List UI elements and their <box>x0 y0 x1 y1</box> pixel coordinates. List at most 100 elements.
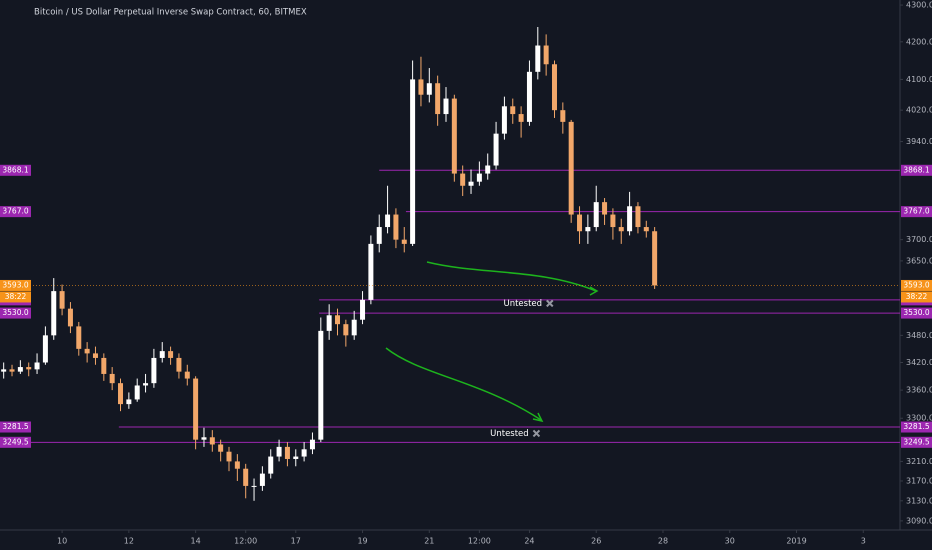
chart-title: Bitcoin / US Dollar Perpetual Inverse Sw… <box>34 8 307 18</box>
x-tick-label: 30 <box>725 537 735 546</box>
candle-body <box>385 214 391 228</box>
x-tick-label: 3 <box>861 537 866 546</box>
x-tick-label: 12:00 <box>234 537 257 546</box>
x-icon <box>546 299 554 308</box>
candle-body <box>568 121 574 215</box>
level-box <box>0 436 31 448</box>
candle-body <box>168 351 174 358</box>
candle-body <box>42 335 48 363</box>
level-box <box>901 164 932 176</box>
y-tick-label: 3360.0 <box>906 386 932 395</box>
y-tick-label: 3210.0 <box>906 457 932 466</box>
annotation: Untested <box>490 429 529 439</box>
candle-body <box>543 45 549 65</box>
candle-body <box>159 351 165 358</box>
candle-body <box>326 315 332 331</box>
candle-body <box>635 206 641 228</box>
level-box <box>0 421 31 433</box>
level-box <box>901 421 932 433</box>
y-tick-label: 3940.0 <box>906 137 932 146</box>
y-tick-label: 4100.0 <box>906 75 932 84</box>
candle-body <box>193 378 199 440</box>
candle-body <box>309 439 315 450</box>
x-tick-label: 2019 <box>786 537 806 546</box>
candle-body <box>84 348 90 354</box>
level-box <box>901 436 932 448</box>
candle-body <box>468 181 474 186</box>
candle-body <box>435 83 441 115</box>
y-tick-label: 3420.0 <box>906 358 932 367</box>
x-tick-label: 26 <box>591 537 601 546</box>
candle-body <box>518 114 524 122</box>
candle-body <box>76 326 82 349</box>
candle-body <box>243 468 249 486</box>
candle-body <box>460 173 466 186</box>
candle-body <box>451 98 457 174</box>
candle-body <box>510 106 516 115</box>
candle-body <box>276 446 282 457</box>
candle-body <box>26 367 32 370</box>
candle-body <box>485 165 491 174</box>
candle-body <box>618 227 624 232</box>
candle-body <box>476 173 482 182</box>
candle-body <box>593 202 599 228</box>
candle-body <box>610 214 616 228</box>
candle-body <box>577 214 583 232</box>
candle-body <box>34 362 40 370</box>
candle-body <box>643 227 649 232</box>
candle-body <box>376 227 382 244</box>
y-tick-label: 4300.0 <box>906 1 932 10</box>
candle-body <box>59 291 65 309</box>
candle-body <box>118 383 124 405</box>
candle-body <box>134 385 140 400</box>
candle-body <box>101 357 107 374</box>
x-tick-label: 12:00 <box>468 537 491 546</box>
x-tick-label: 19 <box>357 537 367 546</box>
countdown-box <box>901 291 932 303</box>
current-price-box <box>901 279 932 291</box>
current-price-label: 3593.0 <box>2 280 28 289</box>
x-tick-label: 17 <box>291 537 301 546</box>
level-label: 3281.5 <box>2 422 28 431</box>
candle-body <box>51 291 57 336</box>
candle-body <box>410 79 416 244</box>
candle-body <box>443 98 449 115</box>
candle-body <box>426 83 432 95</box>
x-tick-label: 12 <box>124 537 134 546</box>
level-box <box>901 206 932 218</box>
candle-body <box>109 373 115 384</box>
candle-body <box>602 202 608 215</box>
candle-body <box>301 449 307 457</box>
candle-body <box>360 299 366 320</box>
y-tick-label: 3170.0 <box>906 476 932 485</box>
countdown: 38:22 <box>906 292 928 301</box>
candle-body <box>560 110 566 122</box>
x-icon <box>532 429 541 438</box>
candle-body <box>234 461 240 469</box>
arrow-head <box>589 286 599 296</box>
candle-body <box>176 357 182 372</box>
candle-body <box>218 444 224 452</box>
candle-body <box>268 456 274 474</box>
candle-body <box>393 214 399 240</box>
candle-body <box>368 243 374 300</box>
level-box <box>901 307 932 319</box>
candle-body <box>92 353 98 358</box>
y-tick-label: 3090.0 <box>906 516 932 525</box>
candle-body <box>1 369 7 372</box>
candle-body <box>318 330 324 440</box>
candle-body <box>652 231 658 286</box>
level-box <box>0 307 31 319</box>
current-price-box <box>0 279 31 291</box>
candle-body <box>151 357 157 384</box>
candle-body <box>501 106 507 134</box>
y-tick-label: 3300.0 <box>906 414 932 423</box>
current-price-label: 3593.0 <box>903 280 929 289</box>
y-tick-label: 4200.0 <box>906 37 932 46</box>
candle-body <box>143 383 149 386</box>
level-label: 3530.0 <box>903 308 929 317</box>
countdown-box <box>0 291 31 303</box>
candle-body <box>201 437 207 440</box>
candle-body <box>551 64 557 111</box>
